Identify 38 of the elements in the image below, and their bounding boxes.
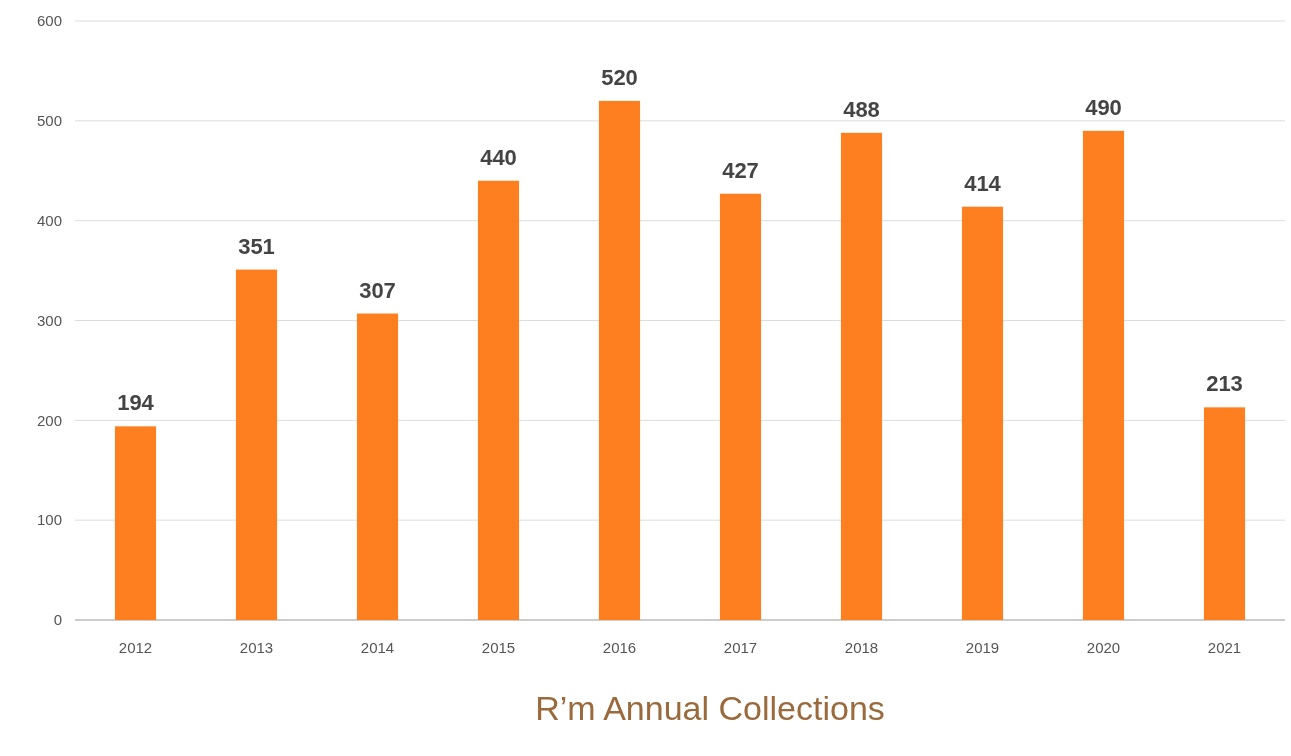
data-label: 488 (843, 96, 880, 122)
data-label: 307 (359, 277, 396, 303)
bar (719, 193, 762, 620)
bar (961, 206, 1004, 620)
x-tick-label: 2016 (602, 638, 637, 656)
bar (1082, 130, 1125, 620)
data-label: 427 (722, 157, 759, 183)
text: R’m Annual Collections (535, 689, 885, 727)
data-label: 351 (238, 233, 275, 259)
x-tick-label: 2015 (481, 638, 516, 656)
bar (477, 180, 520, 620)
bar (598, 100, 641, 620)
bar (840, 132, 883, 620)
y-tick-label: 400 (36, 211, 62, 229)
x-tick-label: 2021 (1207, 638, 1242, 656)
bar (1203, 407, 1246, 620)
x-tick-label: 2019 (965, 638, 1000, 656)
x-tick-label: 2012 (118, 638, 153, 656)
x-tick-label: 2020 (1086, 638, 1121, 656)
data-label: 520 (601, 64, 638, 90)
y-tick-label: 100 (36, 511, 62, 529)
x-tick-label: 2013 (239, 638, 274, 656)
x-tick-label: 2014 (360, 638, 395, 656)
bar (114, 426, 157, 620)
data-label: 213 (1206, 371, 1243, 397)
y-tick-label: 500 (36, 112, 62, 130)
data-label: 440 (480, 144, 517, 170)
data-label: 490 (1085, 94, 1122, 120)
y-tick-label: 300 (36, 311, 62, 329)
data-label: 414 (964, 170, 1002, 196)
y-tick-label: 600 (36, 12, 62, 30)
x-tick-label: 2018 (844, 638, 879, 656)
x-tick-label: 2017 (723, 638, 758, 656)
bar (356, 313, 399, 620)
y-tick-label: 0 (53, 611, 62, 629)
y-tick-label: 200 (36, 411, 62, 429)
data-label: 194 (117, 390, 155, 416)
bar (235, 269, 278, 620)
